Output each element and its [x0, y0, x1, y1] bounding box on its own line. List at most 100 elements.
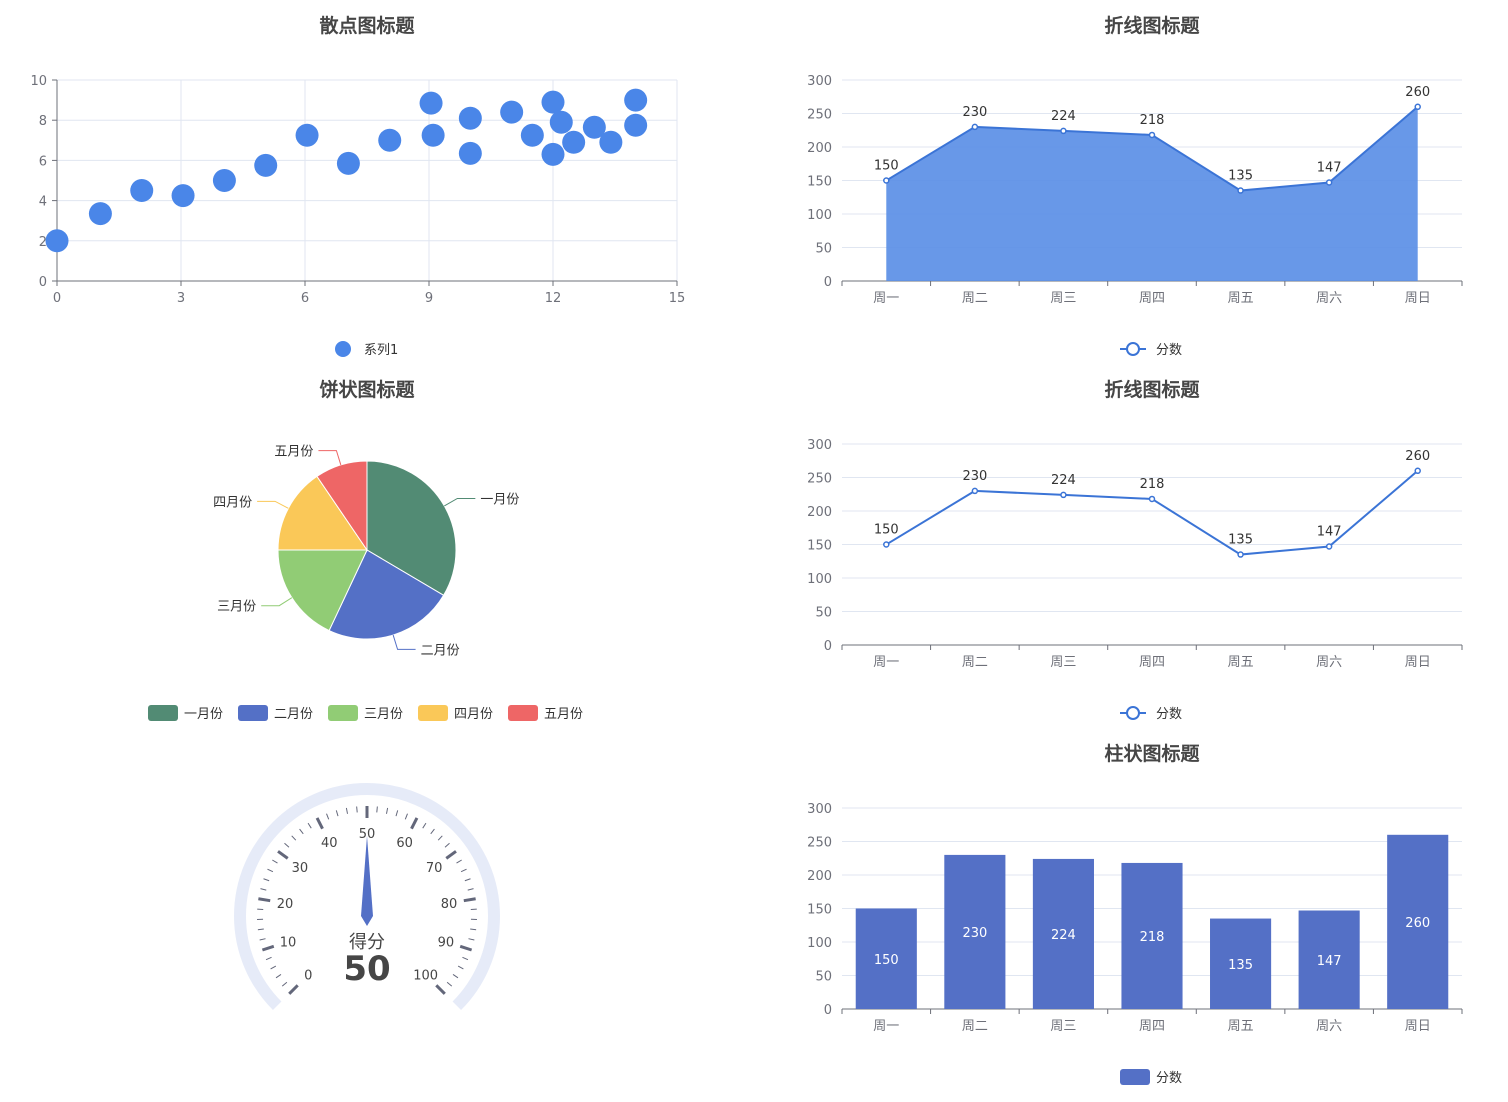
gauge-minor-tick: [284, 842, 290, 848]
bar-legend-label: 分数: [1156, 1071, 1182, 1086]
line-data-label: 135: [1228, 533, 1253, 548]
gauge-minor-tick: [260, 888, 267, 891]
bar-data-label: 260: [1405, 916, 1430, 931]
bar-x-tick-label: 周一: [873, 1019, 899, 1034]
gauge-major-tick: [288, 984, 299, 995]
scatter-legend-item[interactable]: 系列1: [335, 341, 398, 358]
line-x-tick-label: 周二: [962, 655, 988, 670]
gauge-major-tick: [315, 817, 324, 830]
area-y-tick-label: 0: [824, 275, 832, 290]
gauge-tick-label: 10: [280, 936, 297, 951]
gauge-minor-tick: [464, 878, 471, 882]
gauge-minor-tick: [437, 835, 443, 841]
scatter-point: [171, 184, 195, 208]
bar-x-tick-label: 周三: [1050, 1019, 1076, 1034]
bar-x-tick-label: 周五: [1228, 1019, 1254, 1034]
bar-legend-item[interactable]: 分数: [1120, 1069, 1182, 1086]
area-data-label: 147: [1317, 161, 1342, 176]
pie-slice: [277, 549, 368, 632]
gauge-minor-tick: [275, 974, 282, 979]
bar-title: 柱状图标题: [1104, 742, 1199, 765]
gauge-minor-tick: [385, 807, 389, 814]
line-y-tick-label: 100: [807, 572, 832, 587]
line-chart: 折线图标题 0 50 100 150 200 250 300 周一 周二 周三 周四 周五 周六 周日 15…: [807, 378, 1463, 722]
gauge-major-tick: [261, 944, 275, 952]
bar-data-label: 150: [874, 953, 899, 968]
gauge-minor-tick: [376, 806, 378, 813]
gauge-major-tick: [445, 850, 457, 860]
gauge-major-tick: [459, 944, 473, 952]
scatter-point: [624, 88, 648, 112]
scatter-title: 散点图标题: [319, 14, 414, 37]
line-y-tick-label: 50: [815, 606, 832, 621]
scatter-point: [419, 91, 443, 115]
line-data-label: 150: [874, 523, 899, 538]
line-legend-item[interactable]: 分数: [1120, 706, 1182, 722]
line-point: [1148, 495, 1156, 503]
scatter-point: [45, 229, 69, 253]
area-legend-item[interactable]: 分数: [1120, 342, 1182, 358]
pie-slice-label: 三月份: [217, 600, 256, 615]
bar: [1387, 834, 1449, 1009]
gauge-minor-tick: [267, 868, 274, 873]
scatter-point: [336, 151, 360, 175]
area-y-tick-label: 150: [807, 175, 832, 190]
pie-legend-item[interactable]: 五月份: [508, 705, 583, 722]
gauge-minor-tick: [335, 810, 339, 817]
pie-slice-label: 一月份: [480, 492, 519, 507]
gauge-detail-label: 得分: [349, 932, 385, 953]
line-y-tick-label: 150: [807, 539, 832, 554]
gauge-minor-tick: [281, 981, 288, 987]
scatter-point: [549, 110, 573, 134]
pie-legend-item[interactable]: 三月份: [328, 705, 403, 722]
gauge-tick-label: 40: [321, 836, 338, 851]
line-x-tick-label: 周一: [873, 655, 899, 670]
bar-data-label: 218: [1140, 930, 1165, 945]
gauge-major-tick: [463, 897, 476, 903]
area-y-tick-label: 50: [815, 242, 832, 257]
gauge-minor-tick: [356, 806, 358, 813]
scatter-y-tick-label: 0: [39, 275, 47, 290]
gauge-tick-label: 70: [426, 861, 443, 876]
gauge-tick-label: 90: [438, 936, 455, 951]
gauge-tick-label: 100: [413, 969, 438, 984]
bar-x-tick-label: 周二: [962, 1019, 988, 1034]
pie-legend: 一月份 二月份 三月份 四月份 五月份: [148, 705, 583, 722]
line-data-label: 224: [1051, 473, 1076, 488]
line-data-label: 230: [962, 469, 987, 484]
pie-slice-label: 五月份: [274, 445, 313, 460]
area-point: [1414, 103, 1421, 111]
area-x-tick-label: 周一: [873, 291, 899, 306]
pie-slice: [328, 549, 445, 640]
gauge-minor-tick: [395, 810, 399, 817]
pie-slice-label: 四月份: [213, 495, 252, 510]
area-x-tick-label: 周四: [1139, 291, 1165, 306]
bar-y-tick-label: 50: [815, 970, 832, 985]
area-data-label: 218: [1140, 113, 1165, 128]
line-x-tick-label: 周六: [1316, 655, 1342, 670]
gauge-minor-tick: [404, 813, 408, 820]
pie-label-line: [392, 634, 416, 650]
bar: [944, 854, 1006, 1009]
pie-legend-item[interactable]: 一月份: [148, 705, 223, 722]
line-data-label: 260: [1405, 449, 1430, 464]
bar-y-tick-label: 300: [807, 802, 832, 817]
scatter-x-tick-label: 15: [669, 291, 686, 306]
pie-legend-marker: [328, 705, 358, 721]
area-y-tick-label: 100: [807, 208, 832, 223]
area-x-tick-label: 周六: [1316, 291, 1342, 306]
line-y-tick-label: 200: [807, 505, 832, 520]
bar-data-label: 230: [962, 926, 987, 941]
pie-legend-item[interactable]: 二月份: [238, 705, 313, 722]
gauge-minor-tick: [468, 938, 475, 941]
gauge-major-tick: [410, 817, 419, 830]
pie-label-line: [257, 500, 289, 509]
pie-legend-item[interactable]: 四月份: [418, 705, 493, 722]
scatter-y-tick-label: 4: [39, 195, 47, 210]
area-data-label: 230: [962, 105, 987, 120]
scatter-chart: 散点图标题 0 2 4 6 8 10 0 3 6 9 12 15 系列1: [30, 14, 686, 358]
pie-legend-label: 三月份: [364, 707, 403, 722]
bar-legend-marker: [1120, 1069, 1150, 1085]
